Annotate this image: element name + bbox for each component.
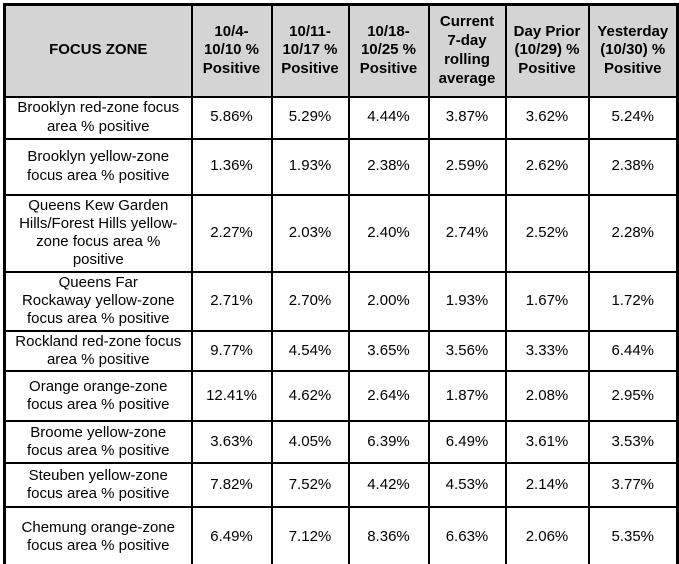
table-row: Queens Kew Garden Hills/Forest Hills yel… [3,193,679,273]
column-header: 10/18- 10/25 % Positive [347,3,430,98]
value-cell: 4.42% [347,462,430,509]
value-cell: 5.29% [270,95,350,140]
value-cell: 6.44% [587,329,679,373]
value-cell: 2.00% [347,270,430,332]
zone-label-cell: Broome yellow-zone focus area % positive [3,420,193,465]
table-row: Brooklyn yellow-zone focus area % positi… [3,137,679,196]
value-cell: 6.49% [190,506,273,564]
table-row: Steuben yellow-zone focus area % positiv… [3,462,679,509]
zone-label-cell: Brooklyn yellow-zone focus area % positi… [3,137,193,196]
value-cell: 2.64% [347,370,430,423]
table-row: Brooklyn red-zone focus area % positive 5… [3,95,679,140]
value-cell: 4.62% [270,370,350,423]
value-cell: 6.63% [427,506,507,564]
value-cell: 2.74% [427,193,507,273]
value-cell: 3.33% [504,329,590,373]
table-body: Brooklyn red-zone focus area % positive 5… [3,95,679,564]
value-cell: 2.52% [504,193,590,273]
column-header: Day Prior (10/29) % Positive [504,3,590,98]
value-cell: 2.14% [504,462,590,509]
header-row: FOCUS ZONE 10/4- 10/10 % Positive 10/11- 1… [3,3,679,98]
value-cell: 5.24% [587,95,679,140]
value-cell: 4.05% [270,420,350,465]
value-cell: 1.67% [504,270,590,332]
table-header: FOCUS ZONE 10/4- 10/10 % Positive 10/11- 1… [3,3,679,98]
value-cell: 3.61% [504,420,590,465]
column-header: 10/11- 10/17 % Positive [270,3,350,98]
value-cell: 2.70% [270,270,350,332]
value-cell: 3.87% [427,95,507,140]
value-cell: 7.52% [270,462,350,509]
table-row: Queens Far Rockaway yellow-zone focus ar… [3,270,679,332]
table-row: Chemung orange-zone focus area % positiv… [3,506,679,564]
table-row: Broome yellow-zone focus area % positive… [3,420,679,465]
zone-label-cell: Chemung orange-zone focus area % positiv… [3,506,193,564]
column-header: Yesterday (10/30) % Positive [587,3,679,98]
value-cell: 3.77% [587,462,679,509]
zone-label-cell: Queens Far Rockaway yellow-zone focus ar… [3,270,193,332]
value-cell: 7.12% [270,506,350,564]
value-cell: 12.41% [190,370,273,423]
column-header: 10/4- 10/10 % Positive [190,3,273,98]
value-cell: 1.72% [587,270,679,332]
value-cell: 2.06% [504,506,590,564]
value-cell: 4.44% [347,95,430,140]
focus-zone-table: FOCUS ZONE 10/4- 10/10 % Positive 10/11- 1… [3,3,679,564]
value-cell: 8.36% [347,506,430,564]
focus-zone-column-header: FOCUS ZONE [3,3,193,98]
value-cell: 3.53% [587,420,679,465]
table-row: Orange orange-zone focus area % positive… [3,370,679,423]
zone-label-cell: Queens Kew Garden Hills/Forest Hills yel… [3,193,193,273]
value-cell: 2.59% [427,137,507,196]
value-cell: 5.35% [587,506,679,564]
value-cell: 3.56% [427,329,507,373]
value-cell: 1.87% [427,370,507,423]
value-cell: 9.77% [190,329,273,373]
value-cell: 2.40% [347,193,430,273]
value-cell: 2.08% [504,370,590,423]
value-cell: 3.65% [347,329,430,373]
value-cell: 2.27% [190,193,273,273]
value-cell: 3.63% [190,420,273,465]
table-row: Rockland red-zone focus area % positive 9… [3,329,679,373]
zone-label-cell: Steuben yellow-zone focus area % positiv… [3,462,193,509]
zone-label-cell: Brooklyn red-zone focus area % positive [3,95,193,140]
value-cell: 2.38% [347,137,430,196]
column-header: Current 7-day rolling average [427,3,507,98]
value-cell: 2.95% [587,370,679,423]
value-cell: 6.49% [427,420,507,465]
value-cell: 6.39% [347,420,430,465]
value-cell: 1.93% [270,137,350,196]
value-cell: 3.62% [504,95,590,140]
value-cell: 5.86% [190,95,273,140]
value-cell: 1.36% [190,137,273,196]
value-cell: 2.71% [190,270,273,332]
value-cell: 2.62% [504,137,590,196]
zone-label-cell: Rockland red-zone focus area % positive [3,329,193,373]
value-cell: 7.82% [190,462,273,509]
value-cell: 1.93% [427,270,507,332]
value-cell: 4.53% [427,462,507,509]
value-cell: 2.28% [587,193,679,273]
value-cell: 4.54% [270,329,350,373]
value-cell: 2.38% [587,137,679,196]
value-cell: 2.03% [270,193,350,273]
zone-label-cell: Orange orange-zone focus area % positive [3,370,193,423]
